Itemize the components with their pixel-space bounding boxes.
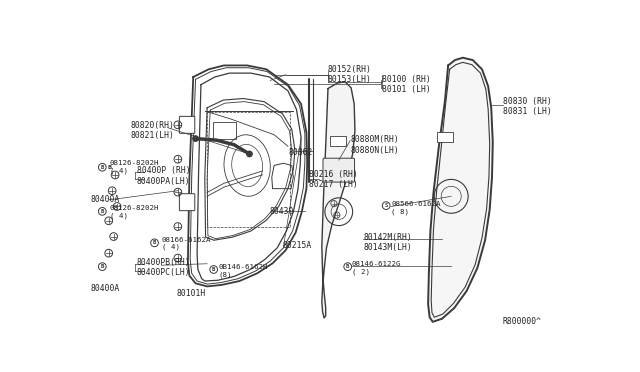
Circle shape xyxy=(247,151,252,157)
Text: 08146-6122G
( 2): 08146-6122G ( 2) xyxy=(351,261,401,275)
Text: 08126-8202H
( 4): 08126-8202H ( 4) xyxy=(109,205,159,219)
Text: S: S xyxy=(385,203,388,208)
Text: 80400A: 80400A xyxy=(90,284,120,293)
Text: 80830 (RH)
80831 (LH): 80830 (RH) 80831 (LH) xyxy=(503,96,552,116)
Text: 80216 (RH)
80217 (LH): 80216 (RH) 80217 (LH) xyxy=(309,170,358,189)
Bar xyxy=(437,132,452,142)
Text: 80880M(RH)
80880N(LH): 80880M(RH) 80880N(LH) xyxy=(350,135,399,155)
Text: B: B xyxy=(100,209,104,214)
Text: 80820(RH)
80821(LH): 80820(RH) 80821(LH) xyxy=(131,121,175,140)
Polygon shape xyxy=(428,58,493,322)
Text: B: B xyxy=(346,264,349,269)
Polygon shape xyxy=(322,81,355,318)
Circle shape xyxy=(193,136,198,141)
Text: 08566-6162A
( 8): 08566-6162A ( 8) xyxy=(391,201,440,215)
Text: B: B xyxy=(100,264,104,269)
Text: 80100 (RH)
80101 (LH): 80100 (RH) 80101 (LH) xyxy=(382,75,431,94)
Text: 80152(RH)
80153(LH): 80152(RH) 80153(LH) xyxy=(328,65,372,84)
Bar xyxy=(212,122,236,139)
FancyBboxPatch shape xyxy=(179,116,195,133)
Text: 80862: 80862 xyxy=(289,148,313,157)
Text: B: B xyxy=(153,240,156,246)
Text: 0B146-6162H
(8): 0B146-6162H (8) xyxy=(219,264,268,278)
Text: B: B xyxy=(108,165,112,170)
Text: 80101H: 80101H xyxy=(176,289,205,298)
FancyBboxPatch shape xyxy=(323,158,355,182)
Text: 80142M(RH)
80143M(LH): 80142M(RH) 80143M(LH) xyxy=(364,232,412,252)
Text: 08126-8202H
( 4): 08126-8202H ( 4) xyxy=(109,160,159,174)
Text: 80215A: 80215A xyxy=(283,241,312,250)
Bar xyxy=(330,135,346,146)
Text: B: B xyxy=(212,267,215,272)
Text: 80400A: 80400A xyxy=(90,195,120,204)
Text: 80400P (RH)
80400PA(LH): 80400P (RH) 80400PA(LH) xyxy=(137,166,191,186)
Text: R800000^: R800000^ xyxy=(503,317,542,326)
Text: 80430: 80430 xyxy=(270,207,294,216)
Text: 80400PB(RH)
80400PC(LH): 80400PB(RH) 80400PC(LH) xyxy=(137,258,191,277)
Text: B: B xyxy=(100,165,104,170)
Text: 08166-6162A
( 4): 08166-6162A ( 4) xyxy=(162,237,211,250)
FancyBboxPatch shape xyxy=(179,194,195,211)
